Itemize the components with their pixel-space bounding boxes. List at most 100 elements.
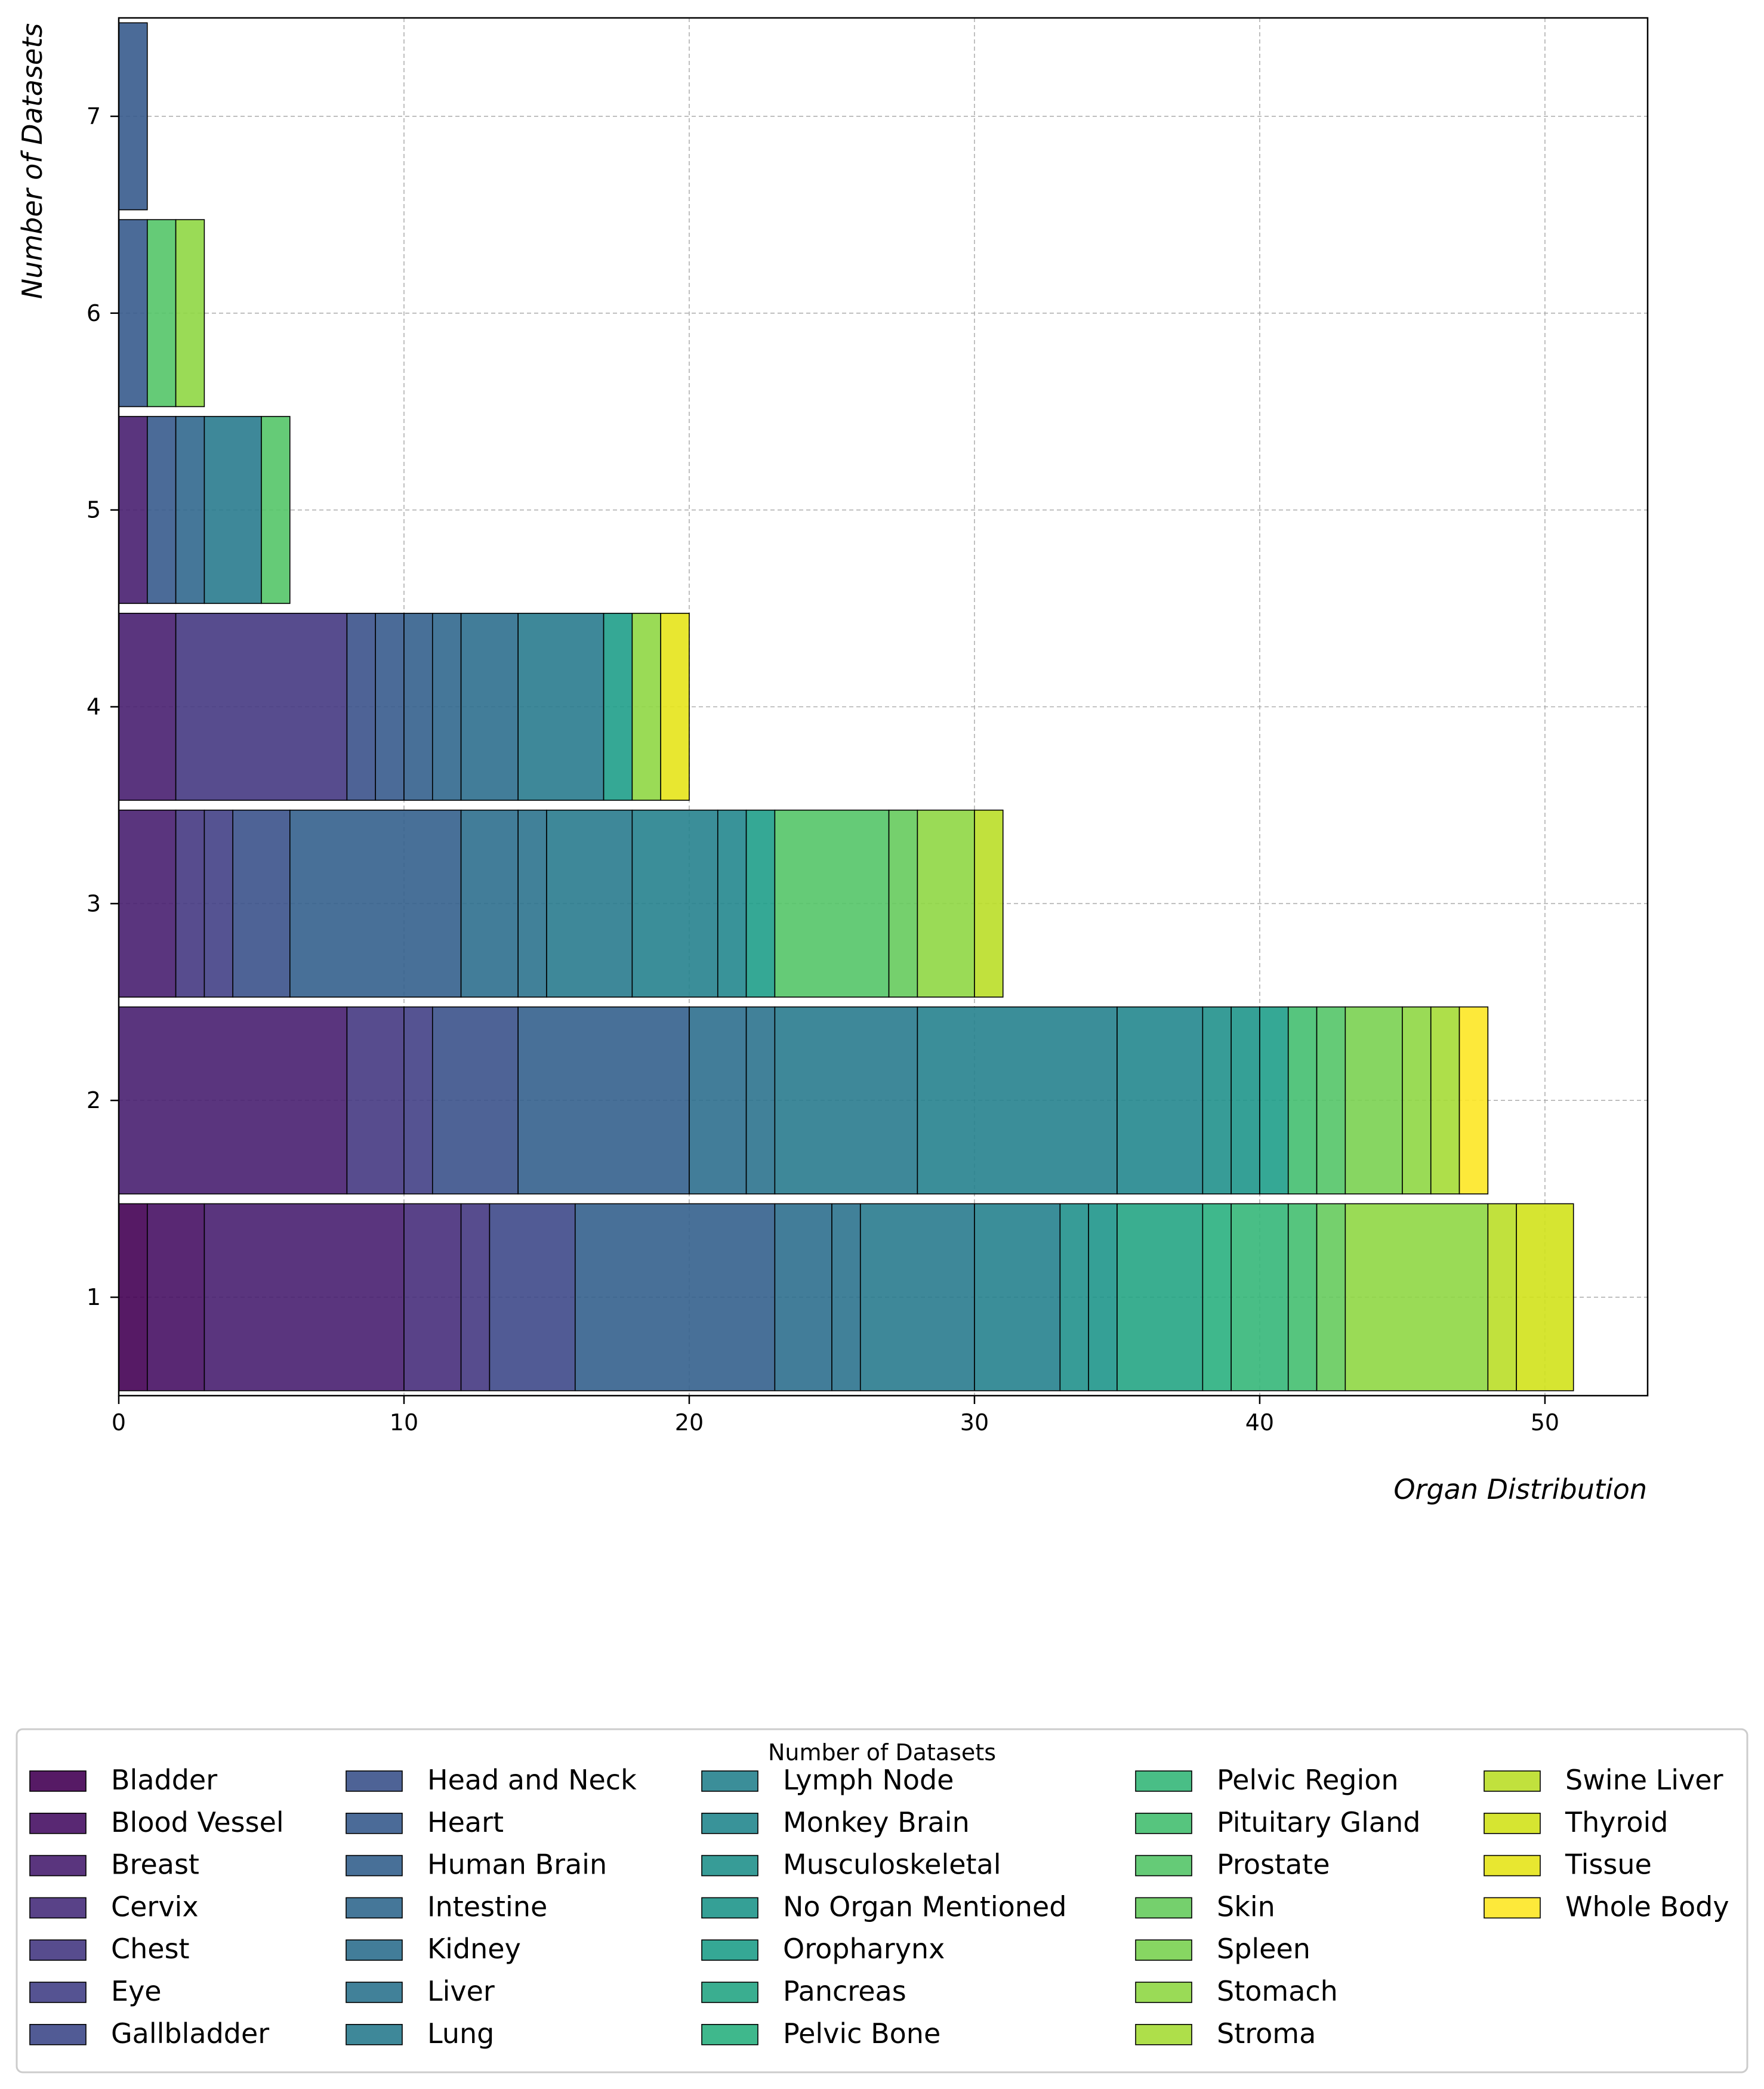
legend-label: Whole Body [1565, 1890, 1729, 1923]
legend-swatch [1135, 1813, 1192, 1834]
bar-segment [175, 809, 205, 998]
legend-swatch [346, 1770, 403, 1792]
legend-label: Stroma [1217, 2017, 1316, 2050]
x-tick-label: 30 [960, 1409, 989, 1436]
legend-swatch [346, 1897, 403, 1919]
legend-frame [16, 1728, 1748, 2073]
legend-label: Chest [111, 1933, 190, 1965]
bar-segment [1316, 1006, 1346, 1195]
bar-segment [1202, 1203, 1232, 1391]
bar-segment [517, 1006, 690, 1195]
bar-segment [1487, 1203, 1517, 1391]
bar-segment [203, 1203, 405, 1391]
legend-swatch [1484, 1770, 1541, 1792]
legend-swatch [701, 1813, 758, 1834]
bar-segment [917, 809, 975, 998]
legend-label: Human Brain [427, 1849, 607, 1881]
bar-segment [175, 219, 205, 408]
bar-segment [175, 416, 205, 604]
legend-label: Oropharynx [783, 1933, 945, 1965]
legend-label: Bladder [111, 1764, 217, 1796]
legend-label: Gallbladder [111, 2017, 269, 2050]
legend-label: Breast [111, 1849, 199, 1881]
x-tick-label: 0 [112, 1409, 126, 1436]
legend-swatch [1135, 1939, 1192, 1961]
bar-segment [631, 613, 661, 801]
bar-segment [203, 416, 262, 604]
legend-label: Cervix [111, 1890, 199, 1923]
bar-segment [1316, 1203, 1346, 1391]
bar-segment [717, 809, 747, 998]
bars [118, 22, 1574, 1391]
bar-segment [232, 809, 291, 998]
bar-segment [203, 809, 233, 998]
legend-label: Intestine [427, 1890, 547, 1923]
legend-label: Monkey Brain [783, 1806, 970, 1838]
legend-swatch [29, 1770, 87, 1792]
legend-label: Prostate [1217, 1849, 1330, 1881]
bar-segment [1287, 1203, 1318, 1391]
legend-label: No Organ Mentioned [783, 1890, 1066, 1923]
x-tick-label: 10 [390, 1409, 418, 1436]
y-tick-label: 4 [87, 694, 101, 720]
bar-segment [118, 416, 148, 604]
bar-segment [118, 1006, 348, 1195]
legend-label: Thyroid [1565, 1806, 1669, 1838]
bar-segment [1117, 1203, 1204, 1391]
bar-segment [403, 613, 433, 801]
bar-segment [631, 809, 718, 998]
legend-label: Skin [1217, 1890, 1275, 1923]
bar-segment [346, 613, 376, 801]
legend-label: Heart [427, 1806, 504, 1838]
legend-swatch [1484, 1813, 1541, 1834]
bar-segment [460, 1203, 491, 1391]
bar-segment [888, 809, 918, 998]
legend-swatch [701, 1939, 758, 1961]
x-tick-label: 40 [1245, 1409, 1274, 1436]
bar-segment [146, 219, 177, 408]
y-tick-label: 1 [87, 1284, 101, 1310]
legend-swatch [29, 1982, 87, 2003]
legend-swatch [1484, 1897, 1541, 1919]
bar-segment [1202, 1006, 1232, 1195]
bar-segment [1117, 1006, 1204, 1195]
legend-label: Lung [427, 2017, 494, 2050]
legend-swatch [29, 1813, 87, 1834]
bar-segment [517, 613, 605, 801]
bar-segment [346, 1006, 405, 1195]
bar-segment [1231, 1203, 1289, 1391]
bar-segment [1516, 1203, 1574, 1391]
bar-segment [774, 1006, 918, 1195]
legend-label: Swine Liver [1565, 1764, 1723, 1796]
bar-segment [118, 22, 148, 211]
bar-segment [118, 809, 177, 998]
legend-swatch [346, 1939, 403, 1961]
bar-segment [546, 809, 633, 998]
bar-segment [745, 809, 776, 998]
x-axis-title: Organ Distribution [1393, 1473, 1647, 1505]
legend-swatch [1135, 1897, 1192, 1919]
legend-label: Lymph Node [783, 1764, 954, 1796]
bar-segment [403, 1006, 433, 1195]
legend-label: Stomach [1217, 1975, 1338, 2007]
bar-segment [146, 1203, 205, 1391]
bar-segment [1344, 1006, 1403, 1195]
bar-segment [1287, 1006, 1318, 1195]
legend-swatch [29, 1939, 87, 1961]
bar-segment [1344, 1203, 1489, 1391]
bar-segment [460, 613, 519, 801]
bar-segment [431, 613, 462, 801]
bar-segment [974, 809, 1004, 998]
legend-swatch [1484, 1855, 1541, 1877]
legend-label: Spleen [1217, 1933, 1310, 1965]
bar-segment [261, 416, 291, 604]
bar-segment [175, 613, 348, 801]
bar-segment [118, 1203, 148, 1391]
legend-swatch [1135, 2024, 1192, 2045]
legend-label: Musculoskeletal [783, 1849, 1001, 1881]
bar-segment [289, 809, 462, 998]
legend-label: Pituitary Gland [1217, 1806, 1420, 1838]
legend-label: Liver [427, 1975, 495, 2007]
legend-swatch [1135, 1855, 1192, 1877]
